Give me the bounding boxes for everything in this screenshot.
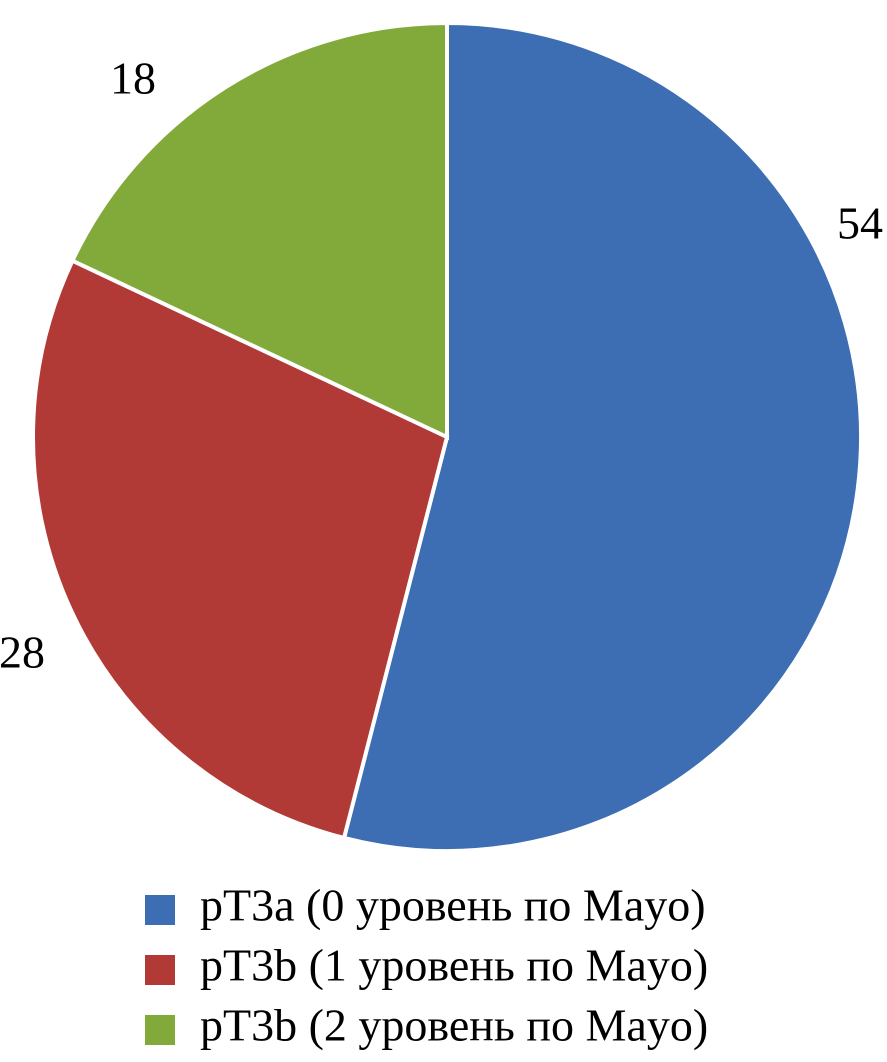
legend-swatch xyxy=(145,895,175,925)
pie-slice xyxy=(31,258,450,841)
data-label: 54 xyxy=(837,198,883,249)
legend-swatch xyxy=(145,955,175,985)
data-label: 28 xyxy=(0,627,45,678)
legend-swatch xyxy=(145,1015,175,1045)
legend-label: pT3b (1 уровень по Mayo) xyxy=(200,940,708,991)
pie-slice xyxy=(69,20,449,441)
legend-label: pT3a (0 уровень по Mayo) xyxy=(200,880,706,931)
legend-label: pT3b (2 уровень по Mayo) xyxy=(200,1000,708,1051)
data-label: 18 xyxy=(110,53,156,104)
pie-slice xyxy=(341,20,863,853)
